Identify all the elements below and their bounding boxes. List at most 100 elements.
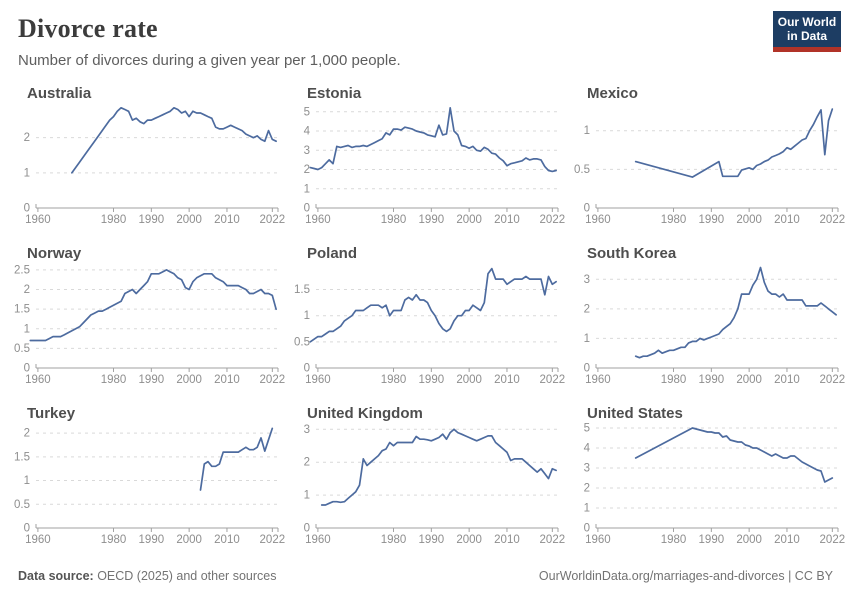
x-tick-label: 1980 [101, 534, 127, 546]
y-tick-label: 1 [584, 333, 590, 345]
owid-logo-line2: in Data [786, 29, 827, 43]
chart-panel-south-korea: South Korea 0 1 2 3 1960 1980 1990 2000 2010 2022 [570, 240, 850, 400]
y-tick-label: 2 [304, 164, 310, 176]
y-tick-label: 0 [304, 363, 310, 375]
x-tick-label: 2022 [260, 374, 286, 386]
series-line-turkey [199, 427, 274, 491]
y-tick-label: 2 [584, 483, 590, 495]
y-tick-label: 0 [304, 523, 310, 535]
x-tick-label: 2000 [456, 374, 482, 386]
x-tick-label: 2022 [540, 214, 566, 226]
y-tick-label: 1 [304, 183, 310, 195]
x-tick-label: 2000 [176, 374, 202, 386]
x-tick-label: 1980 [661, 374, 687, 386]
x-tick-label: 1990 [139, 534, 165, 546]
y-tick-label: 0 [304, 203, 310, 215]
x-tick-label: 2022 [540, 374, 566, 386]
line-chart-south-korea[interactable]: South Korea 0 1 2 3 1960 1980 1990 2000 2010 2022 [570, 240, 850, 400]
y-tick-label: 0.5 [14, 343, 30, 355]
y-tick-label: 3 [584, 463, 590, 475]
x-tick-label: 1980 [661, 534, 687, 546]
y-tick-label: 2 [304, 457, 310, 469]
chart-title-australia[interactable]: Australia [27, 85, 92, 102]
chart-panel-estonia: Estonia 0 1 2 3 4 5 1960 1980 1990 2000 2010 2022 [290, 80, 570, 240]
line-chart-australia[interactable]: Australia 0 1 2 1960 1980 1990 2000 2010 2022 [10, 80, 290, 240]
line-chart-norway[interactable]: Norway 0 0.5 1 1.5 2 2.5 1960 1980 1990 2000 2010 20… [10, 240, 290, 400]
y-tick-label: 0.5 [14, 499, 30, 511]
chart-title-united-states[interactable]: United States [587, 405, 683, 422]
x-tick-label: 2010 [774, 374, 800, 386]
y-tick-label: 0 [584, 363, 590, 375]
y-tick-label: 1.5 [14, 304, 30, 316]
x-tick-label: 2010 [214, 374, 240, 386]
line-chart-estonia[interactable]: Estonia 0 1 2 3 4 5 1960 1980 1990 2000 2010 2022 [290, 80, 570, 240]
line-chart-turkey[interactable]: Turkey 0 0.5 1 1.5 2 1960 1980 1990 2000 2010 2022 [10, 400, 290, 560]
y-tick-label: 3 [304, 424, 310, 436]
chart-title-mexico[interactable]: Mexico [587, 85, 638, 102]
chart-title-norway[interactable]: Norway [27, 245, 82, 262]
x-tick-label: 1990 [419, 374, 445, 386]
series-line-norway [29, 269, 277, 342]
chart-header: Divorce rate Number of divorces during a… [0, 0, 850, 80]
y-tick-label: 0 [24, 203, 30, 215]
x-tick-label: 2022 [540, 534, 566, 546]
owid-logo-line1: Our World [777, 14, 837, 29]
chart-title-turkey[interactable]: Turkey [27, 405, 76, 422]
x-tick-label: 1990 [139, 374, 165, 386]
y-tick-label: 0.5 [294, 336, 310, 348]
x-tick-label: 2000 [736, 534, 762, 546]
y-tick-label: 1 [304, 310, 310, 322]
x-tick-label: 1980 [101, 374, 127, 386]
y-tick-label: 2 [24, 284, 30, 296]
x-tick-label: 2000 [176, 214, 202, 226]
x-tick-label: 1990 [139, 214, 165, 226]
y-tick-label: 2 [584, 303, 590, 315]
data-source-text: OECD (2025) and other sources [93, 569, 277, 583]
x-tick-label: 2000 [456, 214, 482, 226]
series-line-estonia [309, 107, 557, 173]
x-tick-label: 1990 [699, 214, 725, 226]
x-tick-label: 2000 [736, 374, 762, 386]
page-subtitle: Number of divorces during a given year p… [18, 52, 401, 69]
chart-title-poland[interactable]: Poland [307, 245, 357, 262]
y-tick-label: 1 [584, 503, 590, 515]
y-tick-label: 0 [584, 203, 590, 215]
x-tick-label: 1960 [585, 374, 611, 386]
x-tick-label: 1980 [381, 214, 407, 226]
page-title: Divorce rate [18, 14, 158, 43]
x-tick-label: 1960 [25, 214, 51, 226]
y-tick-label: 2 [24, 428, 30, 440]
owid-link[interactable]: OurWorldinData.org/marriages-and-divorce… [538, 569, 833, 583]
y-tick-label: 0 [24, 363, 30, 375]
x-tick-label: 1960 [305, 534, 331, 546]
line-chart-united-states[interactable]: United States 0 1 2 3 4 5 1960 1980 1990 2000 2010 2… [570, 400, 850, 560]
data-source: Data source: OECD (2025) and other sourc… [18, 569, 276, 583]
chart-title-estonia[interactable]: Estonia [307, 85, 362, 102]
chart-title-united-kingdom[interactable]: United Kingdom [307, 405, 423, 422]
charts-grid: Australia 0 1 2 1960 1980 1990 2000 2010 2022 Esto… [10, 80, 850, 560]
owid-logo[interactable]: Our World in Data [773, 11, 841, 52]
x-tick-label: 1980 [661, 214, 687, 226]
x-tick-label: 1960 [305, 214, 331, 226]
series-line-mexico [634, 108, 834, 178]
line-chart-mexico[interactable]: Mexico 0 0.5 1 1960 1980 1990 2000 2010 2022 [570, 80, 850, 240]
x-tick-label: 2022 [820, 374, 846, 386]
chart-title-south-korea[interactable]: South Korea [587, 245, 677, 262]
y-tick-label: 2 [24, 132, 30, 144]
x-tick-label: 2010 [774, 214, 800, 226]
line-chart-united-kingdom[interactable]: United Kingdom 0 1 2 3 1960 1980 1990 2000 2010 20… [290, 400, 570, 560]
line-chart-poland[interactable]: Poland 0 0.5 1 1.5 1960 1980 1990 2000 2010 2022 [290, 240, 570, 400]
x-tick-label: 1960 [585, 534, 611, 546]
x-tick-label: 2022 [820, 214, 846, 226]
y-tick-label: 5 [304, 106, 310, 118]
chart-footer: Data source: OECD (2025) and other sourc… [0, 564, 850, 588]
x-tick-label: 1990 [419, 534, 445, 546]
x-tick-label: 1980 [101, 214, 127, 226]
x-tick-label: 2022 [820, 534, 846, 546]
x-tick-label: 2010 [774, 534, 800, 546]
chart-panel-mexico: Mexico 0 0.5 1 1960 1980 1990 2000 2010 2022 [570, 80, 850, 240]
y-tick-label: 4 [304, 126, 311, 138]
x-tick-label: 1980 [381, 534, 407, 546]
x-tick-label: 2010 [214, 534, 240, 546]
